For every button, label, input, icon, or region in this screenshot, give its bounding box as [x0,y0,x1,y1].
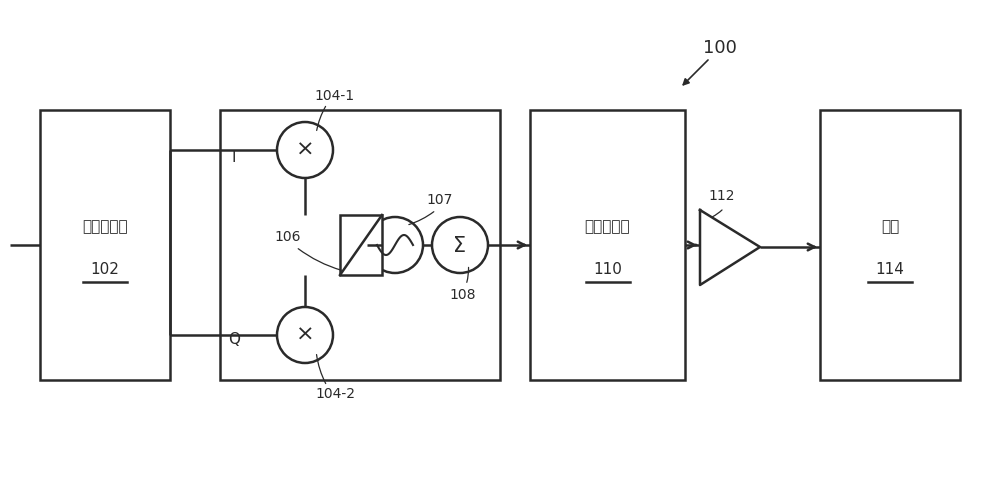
Text: 104-1: 104-1 [315,89,355,103]
Bar [220,110,500,380]
Circle shape [277,307,333,363]
Text: 102: 102 [91,262,119,278]
Circle shape [277,122,333,178]
Circle shape [367,217,423,273]
Text: 数字调制器: 数字调制器 [82,220,128,235]
Bar [530,110,685,380]
Bar [340,215,382,275]
Text: Σ: Σ [453,236,467,256]
Circle shape [432,217,488,273]
Text: 114: 114 [876,262,904,278]
Text: 107: 107 [427,193,453,207]
Text: 110: 110 [593,262,622,278]
Bar [820,110,960,380]
Text: 108: 108 [450,288,476,302]
Text: 112: 112 [709,189,735,203]
Bar [40,110,170,380]
Text: Q: Q [228,333,240,348]
Text: 104-2: 104-2 [315,387,355,401]
Text: ×: × [296,325,314,345]
Text: ×: × [296,140,314,160]
Text: 脉冲生成器: 脉冲生成器 [585,220,630,235]
Text: 负载: 负载 [881,220,899,235]
Text: 100: 100 [703,39,737,57]
Polygon shape [700,210,760,285]
Text: 106: 106 [275,230,301,244]
Text: I: I [232,150,236,166]
